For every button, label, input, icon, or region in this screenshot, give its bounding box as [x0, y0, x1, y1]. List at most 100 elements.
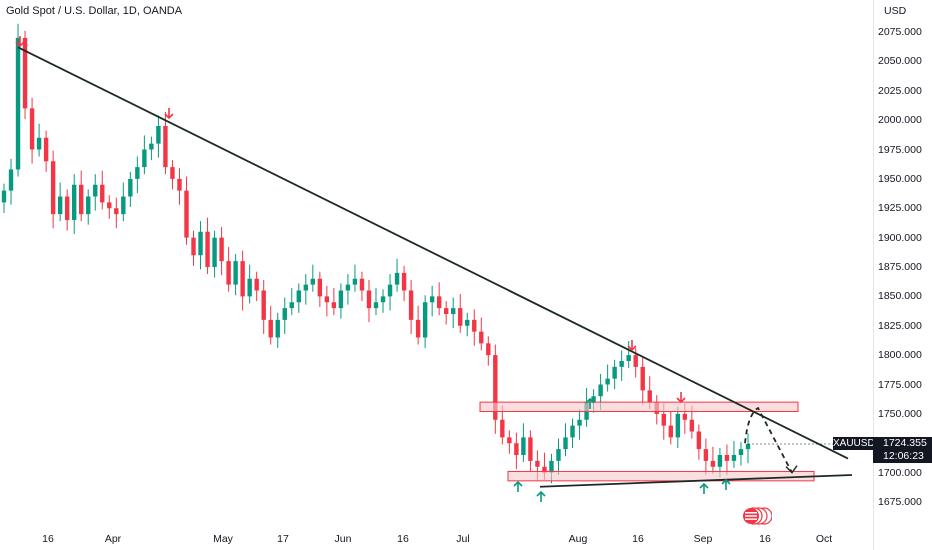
time-tick: 16	[397, 533, 409, 545]
time-tick: 16	[759, 533, 771, 545]
price-tick: 2075.000	[878, 26, 922, 38]
chart-title: Gold Spot / U.S. Dollar, 1D, OANDA	[6, 5, 183, 17]
candle-body	[500, 419, 505, 438]
candle-body	[71, 184, 77, 220]
candle-body	[514, 443, 519, 455]
price-tick: 1950.000	[878, 172, 922, 185]
candle-body	[682, 413, 688, 420]
candle-body	[142, 149, 147, 168]
price-tick: 1775.000	[878, 378, 922, 391]
candle-body	[1, 190, 7, 203]
candle-body	[465, 319, 470, 326]
candle-body	[366, 290, 372, 309]
bar-countdown: 12:06:23	[883, 450, 924, 462]
price-tick: 2000.000	[878, 114, 922, 127]
candle-body	[493, 355, 498, 420]
candle-body	[247, 278, 252, 297]
candle-body	[15, 37, 21, 170]
candle-body	[191, 237, 196, 256]
candle-body	[507, 437, 512, 444]
candle-body	[415, 319, 421, 338]
candle-body	[717, 455, 723, 467]
last-price-value: 1724.355	[883, 437, 927, 449]
candle-body	[647, 390, 652, 403]
last-price-badge: 1724.355 12:06:23	[873, 437, 932, 463]
candle-body	[177, 178, 182, 191]
candle-body	[696, 431, 702, 450]
candles-group	[1, 23, 751, 484]
candle-body	[345, 284, 351, 291]
candle-body	[352, 278, 358, 285]
candle-body	[661, 413, 666, 426]
candle-body	[226, 261, 231, 285]
time-tick: 16	[632, 533, 644, 545]
arrows-group	[15, 36, 731, 502]
candle-body	[408, 290, 414, 320]
symbol-badge: XAUUSD	[833, 437, 875, 450]
price-axis-currency: USD	[884, 5, 907, 17]
candle-body	[380, 296, 386, 303]
candle-body	[114, 208, 119, 215]
candle-body	[359, 278, 365, 291]
price-tick: 1700.000	[878, 466, 922, 479]
price-tick: 1750.000	[878, 407, 922, 420]
candle-body	[289, 302, 294, 309]
candle-body	[640, 366, 645, 391]
candle-body	[373, 302, 379, 309]
candle-body	[50, 161, 56, 215]
candle-body	[184, 190, 189, 238]
candle-body	[310, 278, 316, 285]
resistance-zone	[479, 401, 799, 413]
candle-body	[219, 237, 224, 262]
arrow-up-icon	[721, 478, 731, 490]
candle-body	[626, 355, 631, 361]
candle-body	[577, 419, 582, 426]
resistance-trendline	[17, 46, 849, 460]
candle-body	[107, 202, 112, 209]
candle-body	[675, 413, 681, 438]
candle-body	[121, 196, 126, 215]
candle-body	[703, 449, 709, 461]
candle-body	[43, 137, 49, 162]
candle-body	[486, 343, 491, 356]
price-tick: 1825.000	[878, 319, 922, 332]
candle-body	[317, 278, 323, 297]
time-tick: Sep	[693, 533, 713, 545]
time-tick: Aug	[568, 533, 588, 545]
trendlines-group	[17, 46, 873, 488]
candle-body	[296, 290, 301, 303]
candle-body	[170, 167, 175, 179]
time-tick: 16	[42, 533, 54, 545]
flag-icon[interactable]	[742, 507, 772, 525]
price-tick: 1800.000	[878, 349, 922, 362]
candle-body	[394, 272, 400, 285]
candle-body	[338, 290, 344, 309]
candle-body	[598, 384, 603, 397]
candle-body	[282, 308, 287, 320]
candle-body	[731, 455, 737, 461]
candle-body	[563, 437, 568, 450]
arrow-up-icon	[585, 397, 595, 409]
candle-body	[86, 196, 91, 215]
price-tick: 1925.000	[878, 202, 922, 215]
support-trendline	[539, 474, 853, 488]
candle-body	[156, 126, 161, 144]
time-tick: Oct	[815, 533, 833, 545]
zones-group	[479, 401, 815, 482]
candle-body	[521, 437, 526, 455]
candle-body	[149, 143, 154, 150]
price-tick: 1975.000	[878, 143, 922, 156]
candle-body	[303, 284, 309, 291]
candle-body	[710, 460, 716, 467]
candle-body	[324, 296, 330, 303]
candle-body	[100, 184, 105, 203]
candle-body	[163, 126, 168, 168]
candle-body	[205, 231, 210, 267]
candle-body	[556, 449, 561, 461]
time-tick: Apr	[104, 533, 122, 545]
candle-body	[254, 278, 259, 291]
arrow-up-icon	[536, 490, 546, 502]
price-tick: 1900.000	[878, 231, 922, 244]
candle-body	[738, 449, 744, 455]
